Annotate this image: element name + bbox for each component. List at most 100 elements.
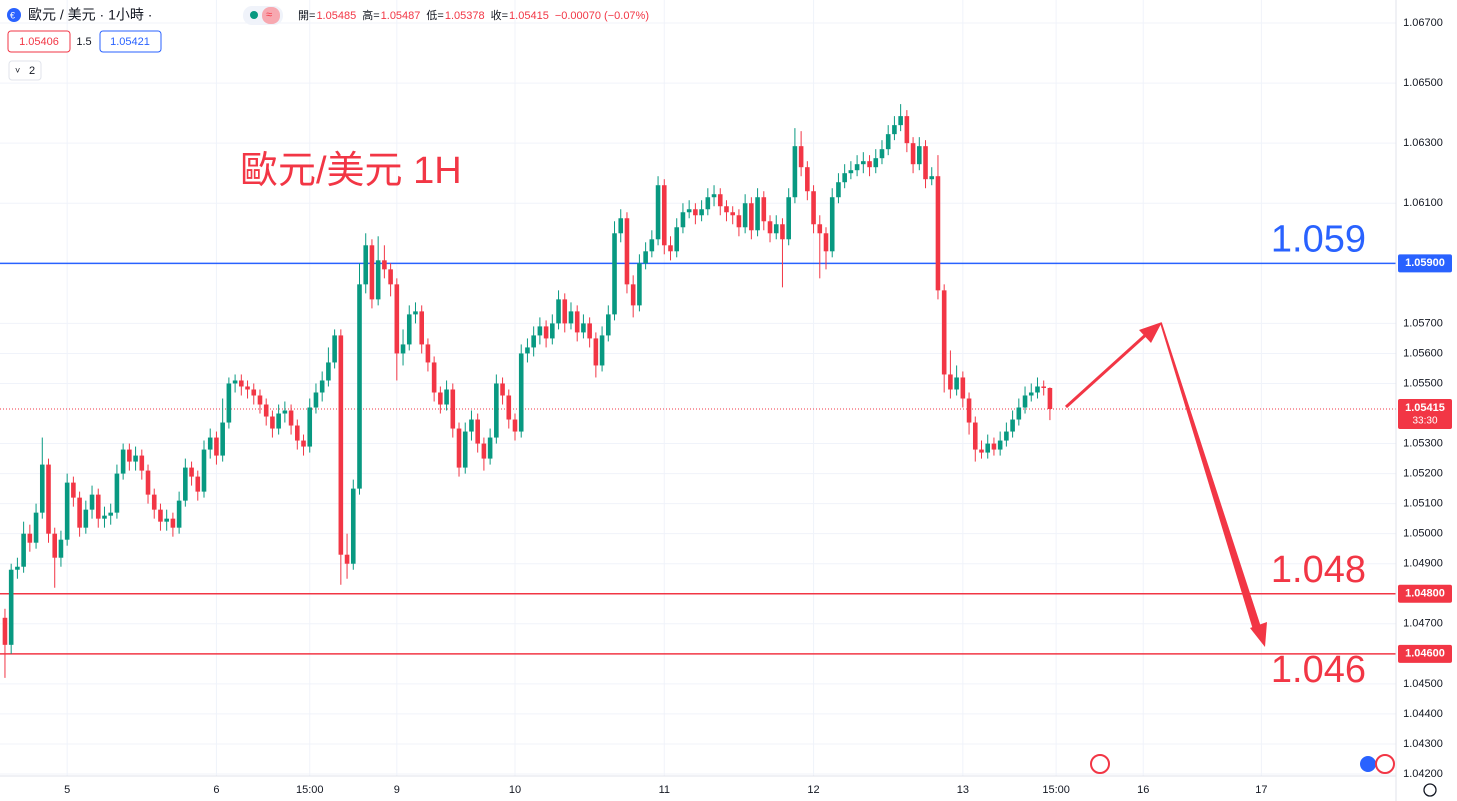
candle-body (655, 185, 661, 240)
candle-body (643, 251, 648, 264)
candle-body (239, 380, 244, 387)
candle-body (842, 173, 847, 183)
candle-body (593, 338, 599, 366)
candle-body (574, 311, 580, 333)
y-tick-label: 1.06300 (1403, 137, 1443, 149)
candle-body (892, 125, 897, 135)
ohlc-label: 收= (491, 8, 508, 22)
status-wave (262, 7, 280, 24)
candle-body (531, 335, 536, 348)
candle-body (736, 215, 742, 228)
candle-body (444, 389, 449, 405)
candle-body (997, 440, 1003, 450)
candle-body (717, 194, 723, 207)
level-label: 1.048 (1271, 549, 1366, 591)
candle-body (58, 539, 64, 558)
arrow-head (1139, 322, 1162, 343)
candle-body (313, 392, 319, 408)
candle-body (612, 233, 617, 315)
candle-body (699, 209, 704, 216)
level-label: 1.059 (1271, 218, 1366, 260)
candle-body (543, 326, 549, 339)
candle-body (829, 197, 835, 252)
spread: 1.5 (76, 36, 91, 48)
candle-body (170, 518, 176, 528)
x-tick-label: 17 (1255, 784, 1267, 796)
event-flag[interactable] (1375, 754, 1395, 774)
candle-body (991, 443, 997, 450)
candle-body (581, 323, 586, 333)
candle-body (183, 467, 188, 501)
candle-body (494, 383, 499, 438)
event-flag[interactable] (1358, 754, 1378, 774)
candle-body (805, 167, 810, 192)
event-flag[interactable] (1090, 754, 1110, 774)
indicator-chevron: ˅ (15, 65, 20, 75)
candle-body (668, 245, 673, 252)
candle-body (525, 347, 530, 354)
x-tick-label: 6 (213, 784, 219, 796)
candle-body (780, 224, 785, 240)
candle-body (1022, 395, 1028, 408)
candle-body (462, 431, 468, 468)
x-tick-label: 15:00 (296, 784, 324, 796)
candle-body (500, 383, 505, 396)
indicator-toggle[interactable] (8, 60, 42, 81)
candle-body (873, 158, 879, 168)
candle-body (120, 449, 126, 474)
candle-body (867, 161, 872, 168)
level-tag (1398, 644, 1452, 663)
candle-body (363, 245, 369, 285)
candle-body (406, 314, 412, 345)
candle-body (413, 311, 418, 315)
candle-body (282, 410, 288, 414)
axis: 1.06700 1.06500 1.06300 1.06100 1.05700 1.056… (64, 17, 1452, 796)
candle-body (705, 197, 711, 210)
candle-body (885, 134, 891, 150)
ohlc-value: 1.05485 (316, 10, 356, 22)
candle-body (139, 455, 145, 471)
candle-body (755, 197, 760, 231)
candle-body (295, 425, 300, 441)
candle-body (276, 413, 281, 429)
candle-body (518, 353, 524, 432)
candle-body (382, 260, 387, 270)
ohlc: 開= 1.05485 高= 1.05487 低= 1.05378 收= 1.05415 −0.0… (298, 8, 649, 22)
settings-icon[interactable] (1423, 783, 1437, 797)
y-tick-label: 1.04200 (1403, 768, 1443, 780)
candle-body (624, 218, 630, 285)
ohlc-value: 1.05378 (445, 10, 485, 22)
candle-body (326, 362, 331, 381)
candle-body (904, 116, 910, 144)
y-tick-label: 1.05500 (1403, 377, 1443, 389)
price-tag-label: 1.05415 (1405, 402, 1445, 414)
candle-body (606, 314, 611, 336)
y-tick-label: 1.04300 (1403, 738, 1443, 750)
candle-body (960, 377, 966, 399)
candle-body (562, 299, 568, 324)
bid-box[interactable] (7, 30, 71, 53)
candle-body (854, 164, 860, 171)
level-tag (1398, 584, 1452, 603)
candle-body (512, 419, 518, 432)
candle-body (941, 290, 947, 375)
candle-body (39, 464, 45, 513)
candle-body (792, 146, 798, 198)
candle-body (102, 515, 107, 519)
candle-body (226, 383, 232, 423)
ask-box[interactable] (99, 30, 162, 53)
candle-body (550, 323, 555, 339)
candle-body (1035, 386, 1040, 393)
symbol-title: 歐元 / 美元 · 1小時 · (28, 7, 152, 23)
candle-body (487, 437, 493, 459)
price-tag (1398, 399, 1452, 430)
candle-body (400, 344, 406, 354)
bid: 1.05406 (19, 36, 59, 48)
candle-body (861, 161, 866, 165)
candle-body (730, 212, 735, 216)
candle-body (431, 362, 437, 393)
candle-body (506, 395, 512, 420)
candle-body (910, 143, 916, 165)
level-tag-label: 1.04600 (1405, 648, 1445, 660)
candle-body (89, 494, 95, 510)
